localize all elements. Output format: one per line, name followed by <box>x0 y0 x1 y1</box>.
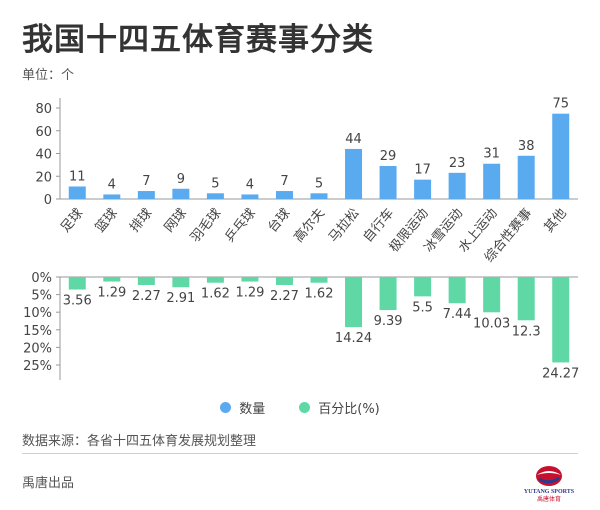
top-y-tick-label: 0 <box>44 193 52 208</box>
count-bar <box>206 193 224 199</box>
percent-data-label: 7.44 <box>443 307 472 322</box>
percent-bar <box>448 277 466 304</box>
percent-data-label: 2.27 <box>132 289 161 304</box>
category-label: 篮球 <box>93 206 121 236</box>
category-label: 台球 <box>265 206 293 236</box>
bottom-y-tick-label: 10% <box>23 306 52 321</box>
percent-data-label: 9.39 <box>374 314 403 329</box>
count-data-label: 23 <box>449 156 466 171</box>
count-data-label: 75 <box>552 97 569 112</box>
chart-canvas: 0 20 40 60 80 11 足球 4 篮球 7 排球 9 网球 5 羽毛球 4 乒乓球 7 台球 5 高尔夫 44 马… <box>23 97 579 382</box>
category-label: 高尔夫 <box>291 205 328 245</box>
percent-bar <box>414 277 432 297</box>
producer-label: 禹唐出品 <box>22 476 75 491</box>
count-bar <box>414 179 432 199</box>
percent-bar <box>483 277 501 313</box>
top-y-tick-label: 80 <box>35 102 52 117</box>
legend-swatch-percent <box>299 402 311 413</box>
count-bar <box>345 148 363 199</box>
percent-data-label: 24.27 <box>542 366 579 381</box>
count-data-label: 7 <box>280 174 288 189</box>
legend-swatch-count <box>220 402 232 413</box>
percent-bar <box>552 277 570 363</box>
percent-data-label: 10.03 <box>473 316 510 331</box>
count-data-label: 38 <box>518 139 535 154</box>
percent-data-label: 2.91 <box>166 291 195 306</box>
count-data-label: 9 <box>177 172 185 187</box>
percent-bar <box>275 277 293 285</box>
count-data-label: 5 <box>315 176 323 191</box>
unit-label: 单位：个 <box>22 68 75 83</box>
count-data-label: 11 <box>69 169 86 184</box>
legend-label-percent: 百分比(%) <box>318 402 380 417</box>
count-bar <box>275 191 293 199</box>
count-bar <box>379 166 397 199</box>
category-label: 马拉松 <box>326 206 363 246</box>
top-y-tick-label: 60 <box>35 125 52 140</box>
count-bar <box>310 193 328 199</box>
bottom-y-tick-label: 20% <box>23 341 52 356</box>
count-bar <box>517 155 535 199</box>
percent-data-label: 1.62 <box>201 287 230 302</box>
bottom-y-tick-label: 15% <box>23 324 52 339</box>
count-data-label: 17 <box>414 163 431 178</box>
bottom-y-tick-label: 0% <box>31 271 52 286</box>
count-bar <box>103 194 121 199</box>
top-y-tick-label: 40 <box>35 148 52 163</box>
bottom-y-tick-label: 5% <box>31 289 52 304</box>
percent-bar <box>137 277 155 285</box>
count-bar <box>483 163 501 199</box>
count-data-label: 5 <box>211 176 219 191</box>
count-data-label: 31 <box>483 147 500 162</box>
percent-bar <box>68 277 86 290</box>
percent-data-label: 12.3 <box>512 324 541 339</box>
percent-data-label: 1.29 <box>235 286 264 301</box>
footer-divider <box>22 453 578 454</box>
data-source: 数据来源：各省十四五体育发展规划整理 <box>22 434 257 449</box>
category-label: 排球 <box>127 206 155 236</box>
count-bar <box>68 186 86 199</box>
count-bar <box>241 194 259 199</box>
percent-bar <box>241 277 259 282</box>
percent-data-label: 5.5 <box>412 300 433 315</box>
count-bar <box>137 191 155 199</box>
count-data-label: 4 <box>108 177 116 192</box>
percent-bar <box>345 277 363 328</box>
category-label: 乒乓球 <box>222 206 259 246</box>
percent-data-label: 2.27 <box>270 289 299 304</box>
bottom-y-tick-label: 25% <box>23 359 52 374</box>
logo-text-en: YUTANG SPORTS <box>524 489 575 495</box>
top-y-tick-label: 20 <box>35 170 52 185</box>
category-label: 网球 <box>162 206 190 236</box>
percent-data-label: 1.62 <box>305 287 334 302</box>
legend: 数量 百分比(%) <box>0 398 600 417</box>
count-data-label: 7 <box>142 174 150 189</box>
count-data-label: 44 <box>345 132 362 147</box>
percent-data-label: 3.56 <box>63 294 92 309</box>
legend-item-count[interactable]: 数量 <box>220 398 265 417</box>
percent-data-label: 14.24 <box>335 331 372 346</box>
percent-bar <box>206 277 224 283</box>
yutang-sports-logo: YUTANG SPORTS 禹唐体育 <box>524 466 575 503</box>
category-label: 羽毛球 <box>188 206 225 246</box>
category-label: 其他 <box>542 206 570 236</box>
percent-bar <box>379 277 397 311</box>
category-label: 足球 <box>58 206 86 236</box>
percent-bar <box>517 277 535 321</box>
legend-label-count: 数量 <box>239 402 266 417</box>
legend-item-percent[interactable]: 百分比(%) <box>299 398 380 417</box>
count-bar <box>448 172 466 199</box>
percent-bar <box>310 277 328 283</box>
count-bar <box>172 188 190 199</box>
percent-bar <box>103 277 121 282</box>
count-bar <box>552 113 570 199</box>
count-data-label: 4 <box>246 177 254 192</box>
chart-title: 我国十四五体育赛事分类 <box>22 22 374 58</box>
logo-text-cn: 禹唐体育 <box>537 495 561 503</box>
count-data-label: 29 <box>380 149 397 164</box>
percent-data-label: 1.29 <box>97 286 126 301</box>
percent-bar <box>172 277 190 288</box>
